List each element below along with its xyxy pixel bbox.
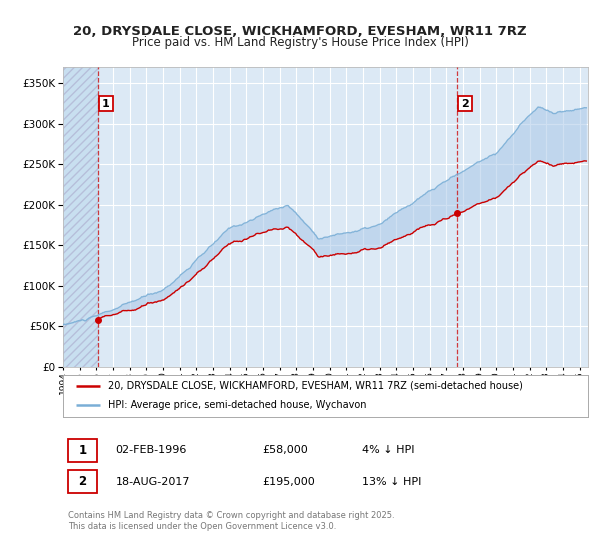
- Text: 02-FEB-1996: 02-FEB-1996: [115, 445, 187, 455]
- Polygon shape: [63, 67, 98, 367]
- Text: £195,000: £195,000: [263, 477, 315, 487]
- Text: 13% ↓ HPI: 13% ↓ HPI: [362, 477, 422, 487]
- FancyBboxPatch shape: [68, 439, 97, 462]
- Text: 4% ↓ HPI: 4% ↓ HPI: [362, 445, 415, 455]
- Text: 1: 1: [102, 99, 110, 109]
- Text: Contains HM Land Registry data © Crown copyright and database right 2025.: Contains HM Land Registry data © Crown c…: [68, 511, 395, 520]
- Text: 20, DRYSDALE CLOSE, WICKHAMFORD, EVESHAM, WR11 7RZ (semi-detached house): 20, DRYSDALE CLOSE, WICKHAMFORD, EVESHAM…: [107, 381, 523, 391]
- Text: 1: 1: [79, 444, 86, 457]
- Text: £58,000: £58,000: [263, 445, 308, 455]
- Text: 20, DRYSDALE CLOSE, WICKHAMFORD, EVESHAM, WR11 7RZ: 20, DRYSDALE CLOSE, WICKHAMFORD, EVESHAM…: [73, 25, 527, 38]
- Text: 2: 2: [79, 475, 86, 488]
- Text: This data is licensed under the Open Government Licence v3.0.: This data is licensed under the Open Gov…: [68, 521, 337, 530]
- FancyBboxPatch shape: [68, 470, 97, 493]
- Text: HPI: Average price, semi-detached house, Wychavon: HPI: Average price, semi-detached house,…: [107, 400, 366, 410]
- Text: 18-AUG-2017: 18-AUG-2017: [115, 477, 190, 487]
- Text: Price paid vs. HM Land Registry's House Price Index (HPI): Price paid vs. HM Land Registry's House …: [131, 36, 469, 49]
- Text: 2: 2: [461, 99, 469, 109]
